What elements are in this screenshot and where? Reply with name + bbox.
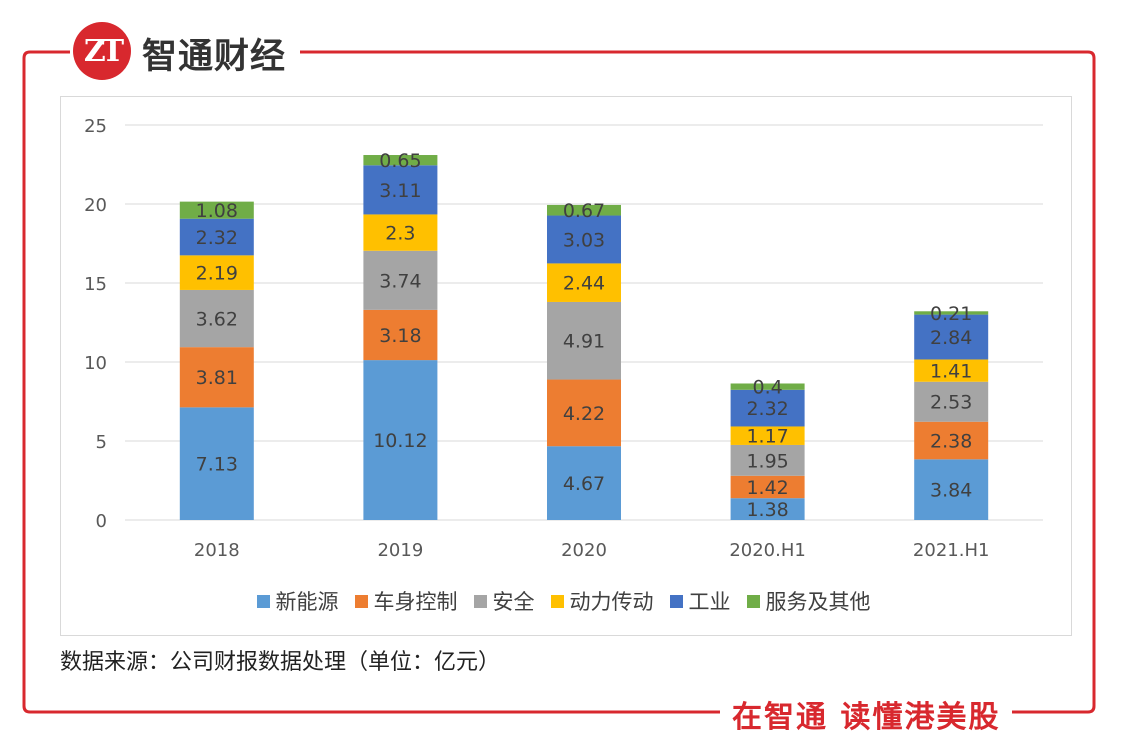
bar-segment xyxy=(363,309,438,361)
legend-item: 车身控制 xyxy=(354,586,458,616)
data-label: 10.12 xyxy=(373,430,427,452)
legend-label: 工业 xyxy=(688,590,731,614)
bar-segment xyxy=(363,360,438,520)
data-source-note: 数据来源：公司财报数据处理（单位：亿元） xyxy=(60,650,501,675)
bar-segment xyxy=(547,215,621,264)
bar-segment xyxy=(914,459,989,520)
bar-segment xyxy=(179,347,254,408)
data-label: 2.84 xyxy=(930,327,972,349)
data-label: 2.44 xyxy=(563,273,605,295)
data-label: 1.08 xyxy=(196,200,238,222)
chart-legend: 新能源 车身控制 安全 动力传动 工业 服务及其他 xyxy=(0,586,1127,616)
bar-segment xyxy=(730,498,805,520)
x-tick-label: 2019 xyxy=(377,540,423,561)
legend-item: 工业 xyxy=(669,586,731,616)
y-tick-label: 10 xyxy=(84,353,107,374)
data-label: 3.11 xyxy=(379,180,421,202)
data-label: 0.67 xyxy=(563,200,605,222)
legend-item: 新能源 xyxy=(256,586,339,616)
bar-segment xyxy=(914,314,989,360)
bar-segment xyxy=(179,218,254,256)
data-label: 2.19 xyxy=(196,263,238,285)
data-label: 3.03 xyxy=(563,229,605,251)
x-tick-label: 2020 xyxy=(561,540,607,561)
bar-segment xyxy=(914,421,989,460)
data-label: 3.62 xyxy=(196,309,238,331)
legend-label: 车身控制 xyxy=(373,590,458,614)
bar-segment xyxy=(730,426,805,445)
data-label: 0.21 xyxy=(930,303,972,325)
legend-swatch xyxy=(354,594,368,608)
data-label: 2.38 xyxy=(930,431,972,453)
legend-label: 服务及其他 xyxy=(765,590,871,614)
data-label: 0.65 xyxy=(379,150,421,172)
bar-segment xyxy=(363,214,438,251)
legend-swatch xyxy=(669,594,683,608)
data-label: 3.81 xyxy=(196,367,238,389)
bar-segment xyxy=(363,155,438,166)
stacked-bar-chart: 0 5 10 15 20 25 7.13 3.81 3.62 2.19 2.32 1.08 2018 10… xyxy=(84,116,1043,561)
data-label: 3.74 xyxy=(379,270,421,292)
brand-logo-icon: ZT xyxy=(73,22,131,80)
data-label: 2.32 xyxy=(746,398,788,420)
legend-swatch xyxy=(746,594,760,608)
data-label: 1.95 xyxy=(746,450,788,472)
data-label: 1.41 xyxy=(930,361,972,383)
footer-slogan: 在智通 读懂港美股 xyxy=(720,692,1013,736)
y-tick-label: 20 xyxy=(84,195,107,216)
bar-segment xyxy=(914,381,989,422)
y-tick-label: 25 xyxy=(84,116,107,137)
y-tick-label: 15 xyxy=(84,274,107,295)
data-label: 2.3 xyxy=(385,223,415,245)
y-tick-label: 5 xyxy=(96,432,107,453)
brand-name: 智通财经 xyxy=(142,28,297,79)
bar-segment xyxy=(179,289,254,348)
plot-panel: 0 5 10 15 20 25 7.13 3.81 3.62 2.19 2.32 1.08 2018 10… xyxy=(60,96,1072,636)
bar-segment xyxy=(547,263,621,302)
data-label: 2.53 xyxy=(930,392,972,414)
bar-segment xyxy=(547,301,621,380)
bar-segment xyxy=(179,407,254,520)
data-label: 7.13 xyxy=(196,454,238,476)
x-tick-label: 2021.H1 xyxy=(913,540,990,561)
data-label: 4.22 xyxy=(563,403,605,425)
bar-segment xyxy=(730,444,805,476)
x-tick-label: 2018 xyxy=(194,540,240,561)
bar-segment xyxy=(914,359,989,382)
data-label: 0.4 xyxy=(752,377,782,399)
bar-segment xyxy=(730,383,805,390)
data-label: 1.38 xyxy=(746,499,788,521)
legend-label: 安全 xyxy=(492,590,535,614)
legend-item: 安全 xyxy=(473,586,535,616)
data-label: 4.91 xyxy=(563,331,605,353)
legend-swatch xyxy=(550,594,564,608)
bar-segment xyxy=(179,201,254,219)
legend-swatch xyxy=(473,594,487,608)
bar-segment xyxy=(547,446,621,520)
bar-segment xyxy=(730,389,805,427)
legend-label: 动力传动 xyxy=(569,590,654,614)
bar-segment xyxy=(730,475,805,499)
legend-item: 动力传动 xyxy=(550,586,654,616)
data-label: 3.18 xyxy=(379,325,421,347)
legend-swatch xyxy=(256,594,270,608)
data-label: 2.32 xyxy=(196,227,238,249)
bar-segment xyxy=(363,250,438,310)
data-label: 1.42 xyxy=(746,477,788,499)
data-label: 3.84 xyxy=(930,480,972,502)
bar-segment xyxy=(547,204,621,216)
bar-segment xyxy=(547,379,621,447)
legend-label: 新能源 xyxy=(275,590,339,614)
bar-segment xyxy=(363,165,438,215)
bar-segment xyxy=(179,255,254,290)
bar-segment xyxy=(914,311,989,315)
data-label: 1.17 xyxy=(746,426,788,448)
legend-item: 服务及其他 xyxy=(746,586,871,616)
y-tick-label: 0 xyxy=(96,511,107,532)
x-tick-label: 2020.H1 xyxy=(729,540,806,561)
data-label: 4.67 xyxy=(563,473,605,495)
